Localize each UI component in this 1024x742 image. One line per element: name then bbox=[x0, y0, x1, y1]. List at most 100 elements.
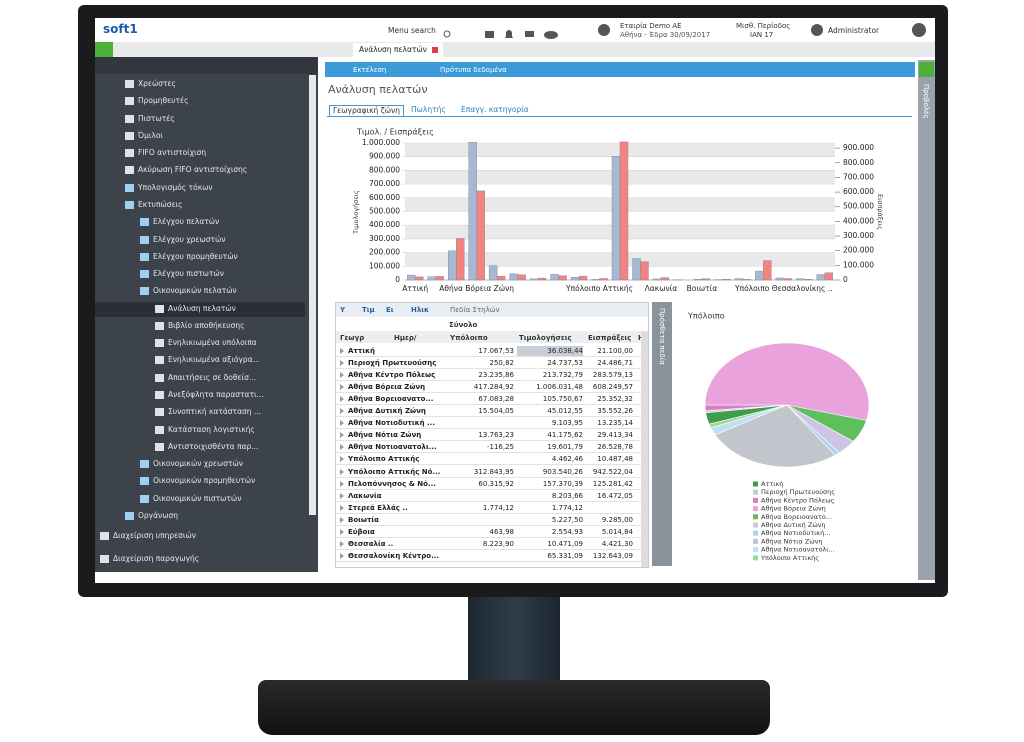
y-tick-label: 900.000 bbox=[369, 152, 400, 161]
sidebar-item[interactable]: FIFO αντιστοίχιση bbox=[138, 148, 207, 158]
sidebar-item[interactable]: Οικονομικών χρεωστών bbox=[153, 459, 243, 469]
side-panel-button[interactable] bbox=[919, 62, 934, 77]
pie-title: Υπόλοιπο bbox=[687, 311, 725, 321]
legend-label: Αθήνα Βορειοανατο... bbox=[761, 513, 832, 521]
tab[interactable] bbox=[353, 43, 443, 57]
sidebar-icon bbox=[125, 149, 134, 158]
sidebar-item[interactable]: Οικονομικών προμηθευτών bbox=[153, 476, 256, 486]
sidebar-item[interactable]: Οικονομικών πιστωτών bbox=[153, 493, 242, 503]
menu-search[interactable]: Menu search bbox=[388, 26, 436, 35]
x-tick-label: Υπόλοιπο Αττικής bbox=[565, 284, 633, 293]
sidebar-item[interactable]: Βιβλίο αποθήκευσης bbox=[168, 320, 245, 330]
bar bbox=[599, 278, 608, 281]
filter-chip[interactable]: Τιμ bbox=[362, 306, 375, 314]
row-line bbox=[336, 512, 641, 514]
pivot-filter-bar bbox=[336, 303, 648, 317]
sidebar-item[interactable]: Ακύρωση FIFO αντιστοίχισης bbox=[138, 165, 248, 175]
sidebar-icon bbox=[140, 218, 149, 227]
sidebar-icon bbox=[140, 494, 149, 503]
bar bbox=[824, 272, 833, 281]
y-tick-label: 400.000 bbox=[369, 220, 400, 229]
tab-close[interactable] bbox=[432, 47, 438, 53]
row-name: Πελοπόννησος & Νό... bbox=[348, 479, 436, 488]
side-panel-label[interactable]: Προβολές bbox=[922, 84, 930, 119]
sidebar-item[interactable]: Ανάλυση πελατών bbox=[168, 303, 236, 313]
bar bbox=[693, 279, 703, 281]
sidebar-item[interactable]: Διαχείριση υπηρεσιών bbox=[113, 531, 196, 540]
legend-label: Αθήνα Νοτιοανατολι... bbox=[761, 546, 835, 554]
cell: 17.067,53 bbox=[478, 347, 514, 355]
cell: 36.038,44 bbox=[517, 346, 583, 356]
sidebar-item[interactable]: Ελέγχου προμηθευτών bbox=[153, 251, 238, 261]
sidebar-item[interactable]: Κατάσταση λογιστικής bbox=[168, 424, 255, 434]
toolbar bbox=[325, 62, 915, 77]
run-button[interactable]: Εκτέλεση bbox=[353, 66, 387, 74]
row-expander bbox=[340, 516, 344, 523]
tab-label[interactable]: Ανάλυση πελατών bbox=[359, 45, 427, 54]
bar bbox=[570, 277, 580, 281]
subtab[interactable]: Πωλητής bbox=[411, 105, 446, 114]
sidebar-item[interactable]: Διαχείριση παραγωγής bbox=[113, 554, 200, 563]
bar bbox=[591, 279, 600, 281]
cell: 463,98 bbox=[489, 527, 515, 536]
row-expander bbox=[340, 360, 344, 367]
sidebar-item[interactable]: Ελέγχου χρεωστών bbox=[153, 234, 226, 244]
sidebar-item[interactable]: Οικονομικών πελατών bbox=[153, 286, 237, 296]
sidebar-icon bbox=[125, 97, 134, 106]
cell: 19.601,79 bbox=[547, 443, 583, 452]
extra-fields-label[interactable]: Πρόσθετα πεδία bbox=[658, 308, 666, 365]
company[interactable]: Εταιρία Demo ΑΕ bbox=[620, 22, 682, 30]
sidebar-item[interactable]: Ελέγχου πελατών bbox=[153, 217, 220, 227]
bar bbox=[529, 278, 539, 281]
row-line bbox=[336, 488, 641, 490]
y-tick-label: 700.000 bbox=[369, 179, 400, 188]
sidebar-item[interactable]: Ελέγχου πιστωτών bbox=[153, 269, 224, 279]
bar bbox=[632, 258, 641, 281]
help-button[interactable] bbox=[912, 23, 926, 37]
column-fields: Πεδία Στηλών bbox=[450, 306, 500, 314]
y-tick-label: 300.000 bbox=[369, 234, 400, 243]
row-field[interactable]: Ημερ/ bbox=[394, 334, 417, 342]
sidebar-item[interactable]: Απαιτήσεις σε δοθείσ... bbox=[168, 372, 256, 382]
row-field[interactable]: Γεωγρ bbox=[340, 334, 365, 342]
bar bbox=[763, 260, 772, 281]
cell: 29.413,34 bbox=[597, 431, 633, 440]
bar bbox=[550, 274, 559, 281]
bar bbox=[783, 278, 793, 281]
legend-swatch bbox=[753, 547, 758, 553]
sidebar-icon bbox=[125, 114, 134, 123]
nav-bar bbox=[95, 42, 935, 57]
sidebar-item[interactable]: Υπολογισμός τόκων bbox=[138, 182, 213, 192]
sidebar-item[interactable]: Όμιλοι bbox=[138, 130, 163, 140]
bar bbox=[611, 156, 621, 281]
back-button[interactable] bbox=[95, 42, 113, 57]
user[interactable]: Administrator bbox=[828, 26, 880, 35]
filter-chip[interactable]: Ηλικ bbox=[411, 306, 429, 314]
sidebar-item[interactable]: Συνοπτική κατάσταση ... bbox=[168, 407, 262, 417]
templates-button[interactable]: Πρότυπα δεδομένα bbox=[440, 66, 507, 74]
subtab[interactable]: Γεωγραφική ζώνη bbox=[329, 105, 405, 116]
sidebar-item[interactable]: Προμηθευτές bbox=[138, 96, 189, 106]
cell: 8.203,66 bbox=[551, 491, 583, 500]
sidebar-item[interactable]: Οργάνωση bbox=[138, 511, 179, 520]
sidebar-item[interactable]: Αντιστοιχισθέντα παρ... bbox=[168, 441, 259, 451]
sidebar-item[interactable]: Ανεξόφλητα παραστατι... bbox=[168, 390, 264, 400]
sidebar-item[interactable]: Εκτυπώσεις bbox=[138, 199, 183, 209]
bar bbox=[578, 275, 588, 281]
sidebar-item[interactable]: Ενηλικιωμένα αξιόγρα... bbox=[168, 355, 260, 365]
y2-tick-label: 300.000 bbox=[843, 231, 874, 240]
subtab[interactable]: Επαγγ. κατηγορία bbox=[461, 105, 529, 114]
y2-tick-label: 700.000 bbox=[843, 172, 874, 181]
row-line bbox=[336, 500, 641, 502]
filter-chip[interactable]: Ει bbox=[386, 306, 394, 314]
sidebar-item[interactable]: Πιστωτές bbox=[138, 113, 175, 123]
legend-swatch bbox=[753, 506, 758, 512]
filter-chip[interactable]: Υ bbox=[340, 306, 346, 314]
sidebar-item[interactable]: Χρεώστες bbox=[138, 79, 176, 88]
column-header-bg bbox=[336, 331, 648, 343]
sidebar-icon bbox=[125, 166, 134, 175]
sidebar-item[interactable]: Ενηλικιωμένα υπόλοιπα bbox=[168, 338, 257, 348]
row-line bbox=[336, 416, 641, 418]
cell: 417.284,92 bbox=[473, 383, 514, 392]
cell: 24.486,71 bbox=[597, 359, 633, 368]
